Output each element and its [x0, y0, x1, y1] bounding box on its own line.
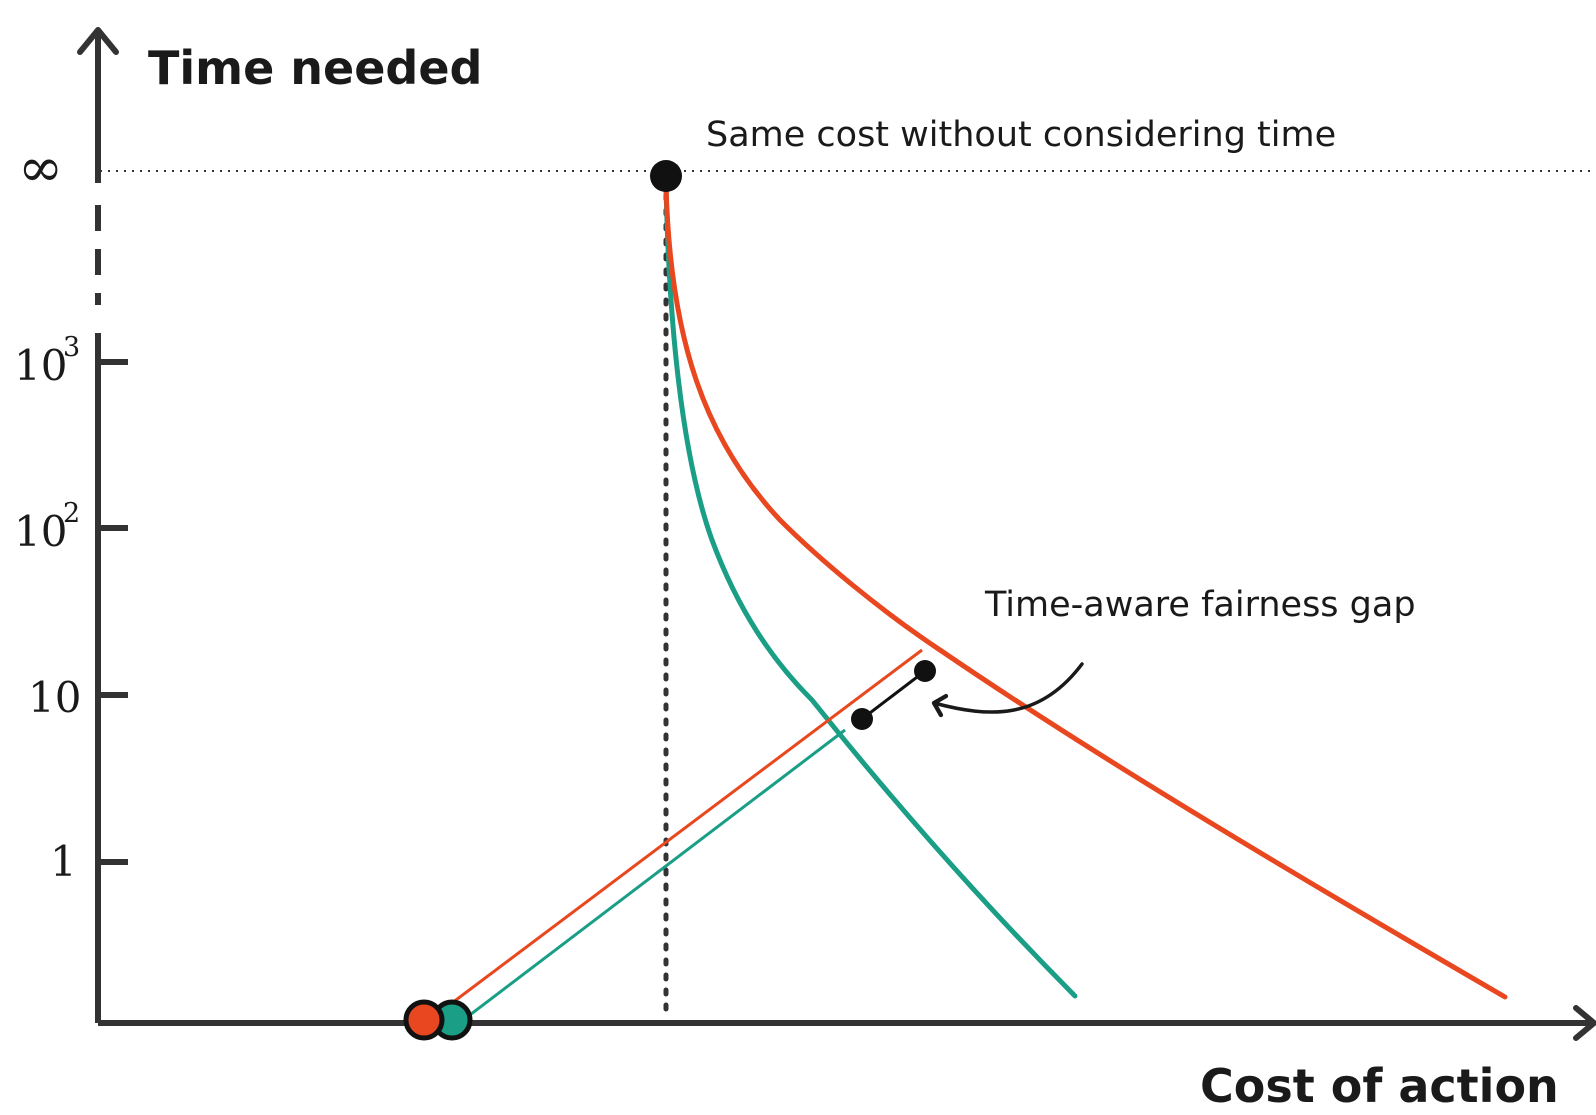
same-cost-annotation: Same cost without considering time: [706, 115, 1336, 155]
tick-label-10: 10: [28, 673, 81, 722]
same-cost-point: [650, 160, 682, 192]
y-axis-title: Time needed: [148, 41, 483, 95]
red-tangent-line: [431, 648, 923, 1020]
fairness-gap-marker: [851, 660, 936, 730]
y-ticks: [98, 359, 128, 865]
teal-curve: [663, 182, 1078, 999]
y-axis-arrow-icon: [77, 27, 119, 55]
fairness-gap-arrow: [931, 662, 1084, 718]
x-axis: [98, 1005, 1596, 1041]
tick-label-1: 1: [50, 837, 77, 886]
svg-text:10: 10: [14, 341, 67, 390]
fairness-gap-annotation: Time-aware fairness gap: [984, 585, 1416, 625]
x-axis-title: Cost of action: [1200, 1059, 1559, 1113]
svg-text:3: 3: [63, 332, 80, 363]
tick-label-10e3: 10 3: [14, 332, 80, 390]
x-axis-arrow-icon: [1573, 1005, 1596, 1041]
tick-label-10e2: 10 2: [14, 498, 80, 556]
tick-label-infinity: ∞: [18, 136, 63, 199]
red-origin-point: [403, 999, 445, 1041]
svg-text:2: 2: [63, 498, 80, 529]
svg-text:10: 10: [14, 507, 67, 556]
y-axis: [77, 27, 119, 1023]
red-curve: [663, 182, 1508, 1000]
teal-tangent-line: [457, 728, 846, 1026]
